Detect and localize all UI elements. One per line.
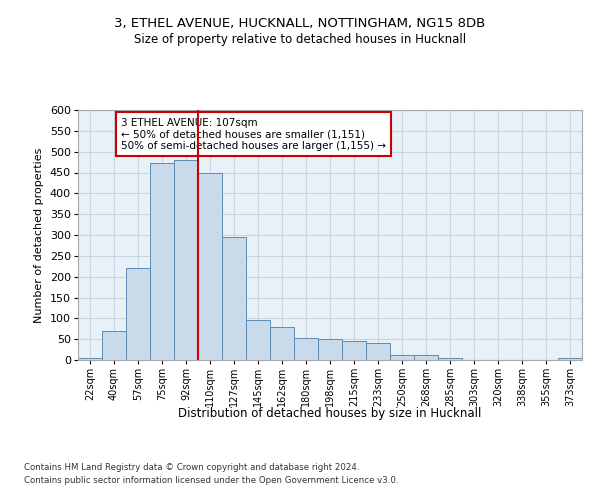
- Bar: [366, 344, 390, 360]
- Bar: [390, 354, 414, 360]
- Text: Distribution of detached houses by size in Hucknall: Distribution of detached houses by size …: [178, 408, 482, 420]
- Bar: [318, 339, 342, 360]
- Bar: [414, 355, 438, 360]
- Bar: [126, 268, 150, 360]
- Bar: [246, 320, 270, 360]
- Bar: [558, 358, 582, 360]
- Bar: [198, 172, 222, 360]
- Bar: [294, 338, 318, 360]
- Bar: [102, 331, 126, 360]
- Text: 3, ETHEL AVENUE, HUCKNALL, NOTTINGHAM, NG15 8DB: 3, ETHEL AVENUE, HUCKNALL, NOTTINGHAM, N…: [115, 18, 485, 30]
- Bar: [222, 237, 246, 360]
- Bar: [438, 358, 462, 360]
- Y-axis label: Number of detached properties: Number of detached properties: [34, 148, 44, 322]
- Text: Contains public sector information licensed under the Open Government Licence v3: Contains public sector information licen…: [24, 476, 398, 485]
- Bar: [150, 162, 174, 360]
- Bar: [174, 160, 198, 360]
- Text: 3 ETHEL AVENUE: 107sqm
← 50% of detached houses are smaller (1,151)
50% of semi-: 3 ETHEL AVENUE: 107sqm ← 50% of detached…: [121, 118, 386, 150]
- Bar: [270, 326, 294, 360]
- Bar: [78, 358, 102, 360]
- Text: Contains HM Land Registry data © Crown copyright and database right 2024.: Contains HM Land Registry data © Crown c…: [24, 462, 359, 471]
- Text: Size of property relative to detached houses in Hucknall: Size of property relative to detached ho…: [134, 32, 466, 46]
- Bar: [342, 341, 366, 360]
